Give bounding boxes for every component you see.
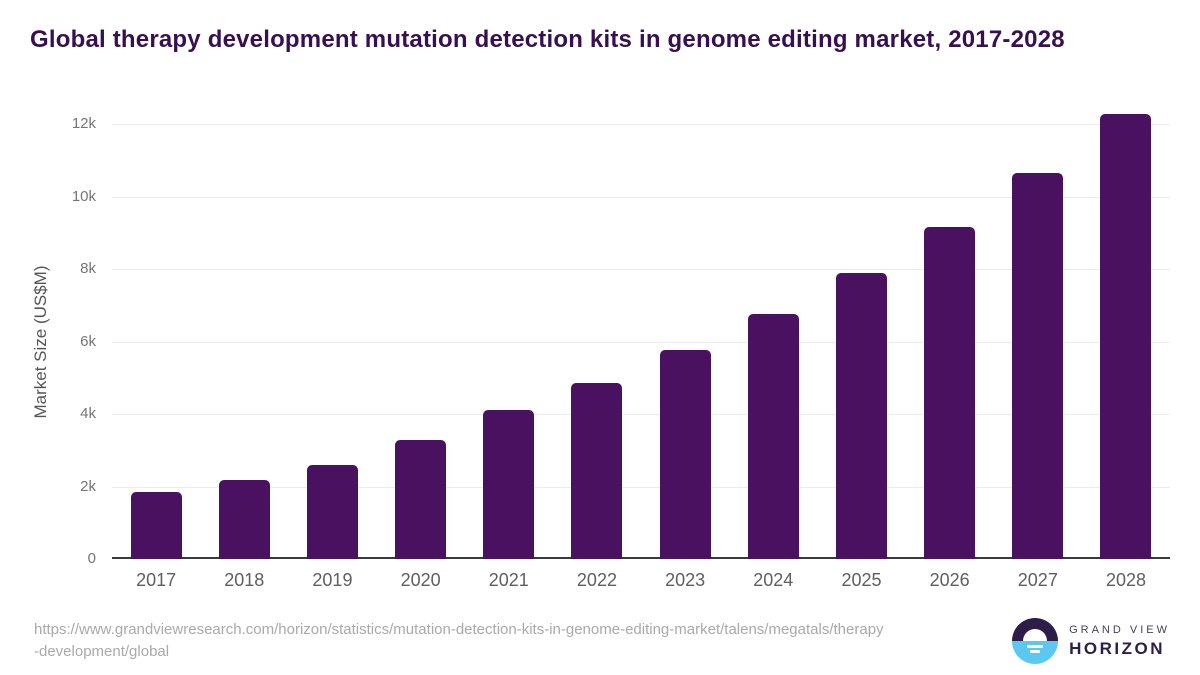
x-tick-label-2018: 2018 <box>224 570 265 590</box>
bar-2022 <box>571 383 623 559</box>
gridline <box>112 196 1170 198</box>
bar-2020 <box>395 440 447 559</box>
bar-slot-2028 <box>1082 110 1170 559</box>
x-tick-label-2028: 2028 <box>1105 570 1146 590</box>
gridline <box>112 414 1170 416</box>
x-tick-label-2021: 2021 <box>488 570 529 590</box>
bar-slot-2022 <box>553 110 641 559</box>
gridline <box>112 269 1170 271</box>
bar-2026 <box>924 227 976 559</box>
x-tick-label-2017: 2017 <box>136 570 177 590</box>
y-tick-label: 10k <box>71 187 96 205</box>
gridline <box>112 124 1170 126</box>
bar-slot-2023 <box>641 110 729 559</box>
bar-2027 <box>1012 173 1064 559</box>
bar-slot-2017 <box>112 110 200 559</box>
y-tick-label: 8k <box>80 260 96 278</box>
bar-slot-2026 <box>906 110 994 559</box>
x-tick-label-2025: 2025 <box>841 570 882 590</box>
bar-2025 <box>835 273 887 559</box>
bar-2017 <box>130 492 182 559</box>
y-tick-label: 0 <box>87 550 96 567</box>
gridline <box>112 341 1170 343</box>
source-url-line1: https://www.grandviewresearch.com/horizo… <box>34 621 884 638</box>
sunrise-horizon-icon <box>1012 618 1059 664</box>
bar-slot-2025 <box>817 110 905 559</box>
logo-text-horizon: HORIZON <box>1069 638 1165 658</box>
x-tick-label-2024: 2024 <box>753 570 794 590</box>
bar-slot-2027 <box>994 110 1082 559</box>
grandview-horizon-logo: GRAND VIEW HORIZON <box>1012 618 1170 664</box>
x-tick-label-2023: 2023 <box>665 570 706 590</box>
x-tick-label-2020: 2020 <box>400 570 441 590</box>
bar-2024 <box>747 314 799 559</box>
x-axis-line <box>112 557 1170 559</box>
bar-2023 <box>659 350 711 559</box>
footer: https://www.grandviewresearch.com/horizo… <box>34 618 1170 664</box>
source-url-line2: -development/global <box>34 643 170 660</box>
x-tick-label-2026: 2026 <box>929 570 970 590</box>
x-tick-label-2027: 2027 <box>1017 570 1058 590</box>
bar-slot-2024 <box>729 110 817 559</box>
bar-slot-2019 <box>288 110 376 559</box>
bar-2028 <box>1100 113 1152 559</box>
y-tick-label: 2k <box>80 477 96 495</box>
bar-slot-2020 <box>377 110 465 559</box>
logo-text-grand-view: GRAND VIEW <box>1069 623 1170 636</box>
bar-2018 <box>218 480 270 559</box>
chart-plot-area: 0 2k 4k 6k 8k 10k 12k <box>0 110 1200 567</box>
bar-slot-2021 <box>465 110 553 559</box>
y-tick-label: 12k <box>71 115 96 133</box>
y-tick-label: 4k <box>80 405 96 423</box>
x-axis-labels: 2017 2018 2019 2020 2021 2022 2023 2024 2025 2026… <box>112 570 1170 591</box>
bars-row <box>112 110 1170 559</box>
bar-2021 <box>483 409 535 559</box>
gridline <box>112 486 1170 488</box>
bar-slot-2018 <box>200 110 288 559</box>
bar-2019 <box>306 465 358 559</box>
source-url: https://www.grandviewresearch.com/horizo… <box>34 619 884 663</box>
x-tick-label-2019: 2019 <box>312 570 353 590</box>
logo-text: GRAND VIEW HORIZON <box>1069 624 1170 659</box>
y-tick-label: 6k <box>80 332 96 350</box>
x-tick-label-2022: 2022 <box>576 570 617 590</box>
page-title: Global therapy development mutation dete… <box>30 26 1065 53</box>
